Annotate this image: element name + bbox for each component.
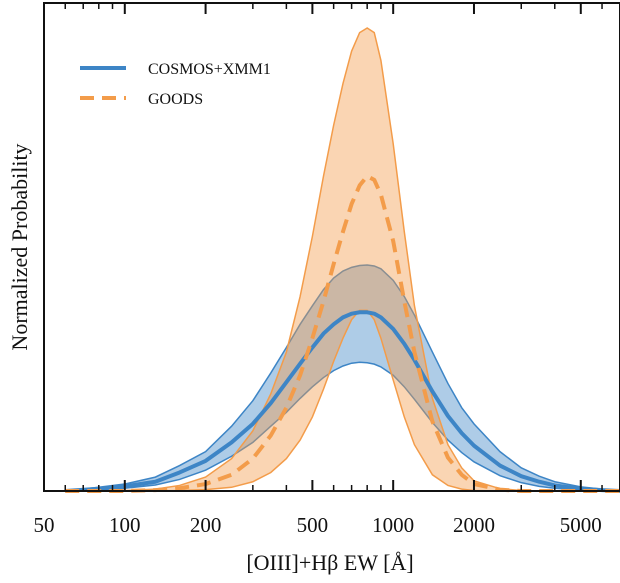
x-tick-label: 5000 (560, 513, 602, 537)
series-line-goods (65, 174, 620, 493)
series-line-cosmos-xmm1 (65, 310, 620, 493)
axis-ticks (43, 3, 620, 491)
y-axis-label: Normalized Probability (7, 143, 32, 350)
legend-label: GOODS (148, 91, 203, 108)
x-tick-labels: 50 100 200 500 1000 2000 5000 (34, 513, 602, 537)
uncertainty-bands (65, 27, 620, 492)
x-tick-label: 1000 (372, 513, 414, 537)
series-lines (65, 174, 620, 493)
legend-label: COSMOS+XMM1 (148, 61, 271, 78)
x-tick-label: 50 (34, 513, 55, 537)
x-tick-label: 100 (109, 513, 141, 537)
x-axis-label: [OIII]+Hβ EW [Å] (246, 550, 413, 575)
x-tick-label: 500 (297, 513, 329, 537)
x-tick-label: 200 (190, 513, 222, 537)
plot-frame (43, 2, 620, 492)
x-tick-label: 2000 (453, 513, 495, 537)
legend: COSMOS+XMM1 GOODS (80, 61, 271, 108)
band-goods (65, 27, 620, 492)
band-cosmos-xmm1 (65, 264, 620, 492)
